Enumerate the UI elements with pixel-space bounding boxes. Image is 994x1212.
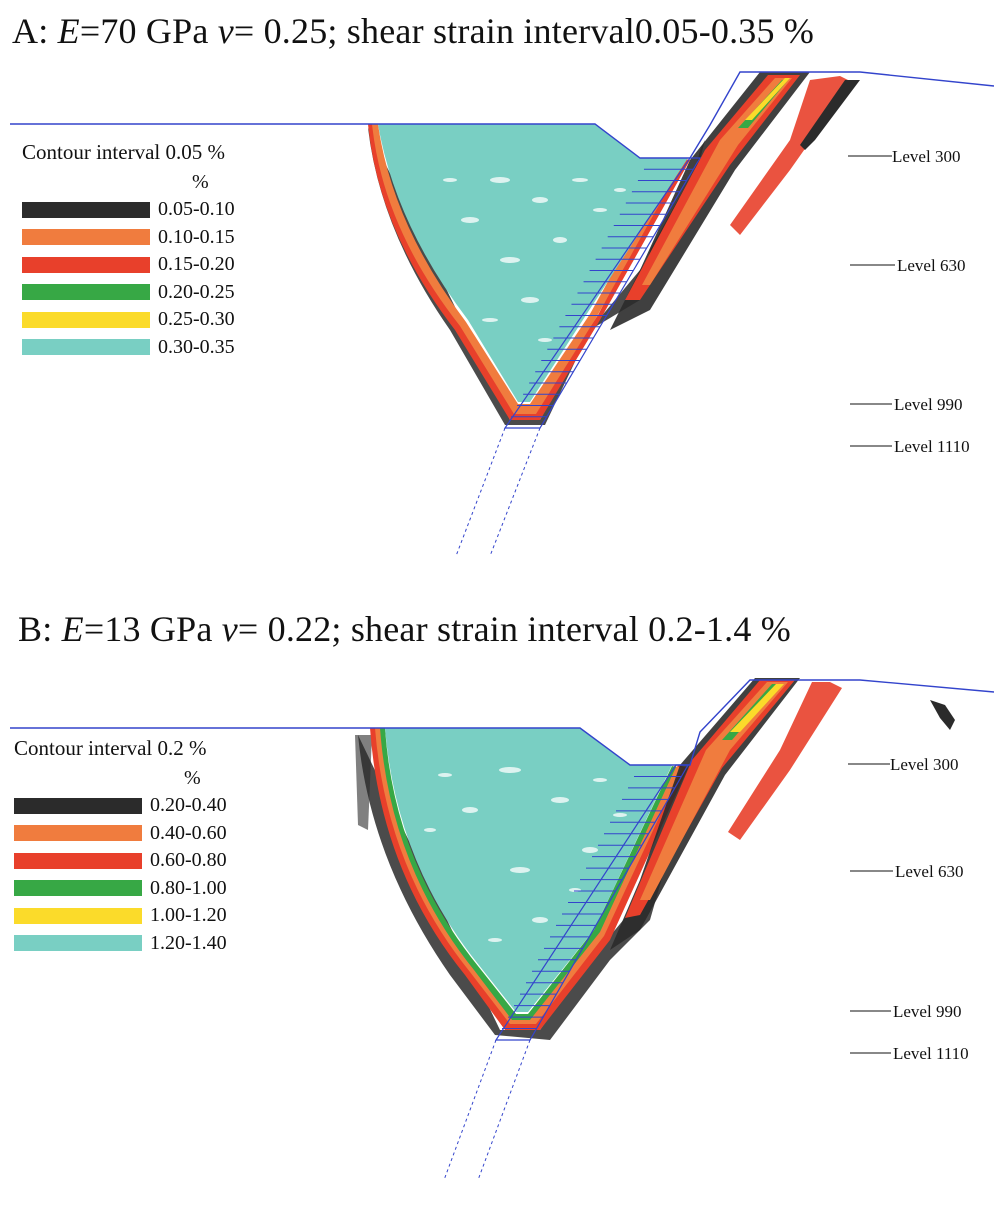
dip-extension-left xyxy=(455,427,506,557)
legend-item: 0.20-0.25 xyxy=(22,279,235,307)
rim-red xyxy=(370,728,688,1030)
legend-swatch xyxy=(14,825,142,842)
rim-red xyxy=(368,124,690,420)
legend-label: 0.05-0.10 xyxy=(158,198,235,221)
legend-item: 0.05-0.10 xyxy=(22,196,235,224)
legend-label: 0.30-0.35 xyxy=(158,335,235,358)
legend-item: 0.60-0.80 xyxy=(14,847,227,875)
legend-swatch xyxy=(22,256,150,273)
level-300-label: Level 300 xyxy=(892,147,960,166)
legend-label: 1.00-1.20 xyxy=(150,904,227,927)
legend-swatch xyxy=(14,852,142,869)
panel-a: Level 300 Level 630 Level 990 Level 1110… xyxy=(0,0,994,600)
shear-band-orange xyxy=(640,682,788,900)
ground-profile xyxy=(10,679,994,766)
legend-item: 0.40-0.60 xyxy=(14,820,227,848)
legend-item: 1.20-1.40 xyxy=(14,930,227,958)
legend-rows: 0.05-0.10 0.10-0.15 0.15-0.20 0.20-0.25 0.25… xyxy=(22,196,235,361)
legend-swatch xyxy=(14,907,142,924)
legend-label: 0.25-0.30 xyxy=(158,308,235,331)
shear-band-yellow xyxy=(745,78,790,120)
shear-band-outer-black xyxy=(800,80,860,150)
level-1110-label: Level 1110 xyxy=(894,437,970,456)
legend-unit: % xyxy=(184,767,201,789)
legend-label: 0.10-0.15 xyxy=(158,225,235,248)
scattered-spots xyxy=(930,700,955,730)
dip-zone-ticks xyxy=(502,775,682,1030)
legend-swatch xyxy=(22,284,150,301)
level-300-label: Level 300 xyxy=(890,755,958,774)
legend-label: 1.20-1.40 xyxy=(150,931,227,954)
legend-swatch xyxy=(14,880,142,897)
pit-fill xyxy=(378,124,688,402)
legend-swatch xyxy=(22,339,150,356)
legend-item: 0.10-0.15 xyxy=(22,224,235,252)
dip-extension-right xyxy=(477,1039,531,1181)
legend-item: 0.20-0.40 xyxy=(14,792,227,820)
dip-zone-ticks xyxy=(511,168,694,418)
level-markers: Level 300 Level 630 Level 990 Level 1110 xyxy=(848,755,969,1063)
legend-b: Contour interval 0.2 % % 0.20-0.40 0.40-0… xyxy=(14,736,227,957)
panel-a-title: A: E=70 GPa ν= 0.25; shear strain interv… xyxy=(12,11,815,51)
level-990-label: Level 990 xyxy=(893,1002,961,1021)
legend-label: 0.40-0.60 xyxy=(150,821,227,844)
legend-label: 0.20-0.40 xyxy=(150,794,227,817)
dip-extension-right xyxy=(489,427,541,557)
legend-title: Contour interval 0.2 % xyxy=(14,736,207,760)
pit-cross-section-b: Level 300 Level 630 Level 990 Level 1110 xyxy=(10,678,994,1181)
rim-orange xyxy=(372,124,684,414)
shear-band-yellow xyxy=(730,684,784,732)
legend-swatch xyxy=(22,229,150,246)
level-990-label: Level 990 xyxy=(894,395,962,414)
panel-b-title: B: E=13 GPa ν= 0.22; shear strain interv… xyxy=(18,609,791,649)
level-630-label: Level 630 xyxy=(897,256,965,275)
legend-item: 1.00-1.20 xyxy=(14,902,227,930)
halo-black xyxy=(358,735,700,1040)
legend-item: 0.15-0.20 xyxy=(22,251,235,279)
level-1110-label: Level 1110 xyxy=(893,1044,969,1063)
level-markers: Level 300 Level 630 Level 990 Level 1110 xyxy=(848,147,970,456)
legend-item: 0.25-0.30 xyxy=(22,306,235,334)
legend-label: 0.80-1.00 xyxy=(150,876,227,899)
level-630-label: Level 630 xyxy=(895,862,963,881)
legend-label: 0.60-0.80 xyxy=(150,849,227,872)
fill-texture xyxy=(424,767,627,942)
legend-label: 0.20-0.25 xyxy=(158,280,235,303)
legend-label: 0.15-0.20 xyxy=(158,253,235,276)
panel-b: Level 300 Level 630 Level 990 Level 1110… xyxy=(0,600,994,1200)
fill-texture xyxy=(443,177,626,342)
pit-cross-section-a: Level 300 Level 630 Level 990 Level 1110 xyxy=(10,71,994,557)
legend-swatch xyxy=(14,935,142,952)
legend-item: 0.30-0.35 xyxy=(22,334,235,362)
legend-swatch xyxy=(22,201,150,218)
shear-band-outer xyxy=(728,682,842,840)
legend-unit: % xyxy=(192,171,209,193)
legend-a: Contour interval 0.05 % % 0.05-0.10 0.10-… xyxy=(22,140,235,361)
legend-rows: 0.20-0.40 0.40-0.60 0.60-0.80 0.80-1.00 1.00… xyxy=(14,792,227,957)
legend-item: 0.80-1.00 xyxy=(14,875,227,903)
legend-swatch xyxy=(22,311,150,328)
legend-swatch xyxy=(14,797,142,814)
shear-band-orange xyxy=(642,78,792,285)
halo-speckle-left xyxy=(355,735,372,830)
legend-title: Contour interval 0.05 % xyxy=(22,140,225,164)
dip-extension-left xyxy=(443,1039,497,1181)
